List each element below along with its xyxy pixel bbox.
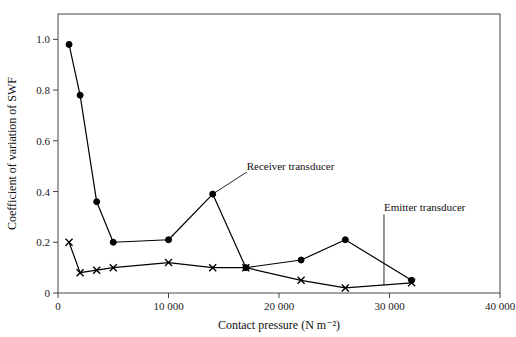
chart: 0 10 000 20 000 30 000 40 000 0 0.2 0.4 0.6 0.8 1.… [0,0,516,337]
y-tick-label: 0.6 [36,135,50,147]
y-tick-label: 0.2 [36,236,50,248]
annotation-line [383,214,384,285]
data-point [342,237,348,243]
data-point [242,264,249,271]
data-point [166,237,172,243]
y-tick [53,293,58,294]
data-point [77,92,83,98]
x-tick [58,293,59,298]
y-tick-label: 0 [45,287,51,299]
y-tick-label: 1.0 [36,33,50,45]
y-tick-label: 0.8 [36,84,50,96]
annotation-line [213,172,247,194]
x-axis-label: Contact pressure (N m⁻²) [218,318,340,332]
data-point [209,264,216,271]
y-tick [53,191,58,192]
x-tick [168,293,169,298]
data-layer [66,41,416,291]
data-point [66,41,72,47]
data-point [66,239,73,246]
data-point [110,264,117,271]
x-tick-label: 30 000 [374,300,405,312]
data-point [94,199,100,205]
x-tick [389,293,390,298]
y-tick-label: 0.4 [36,186,50,198]
y-tick [53,39,58,40]
x-tick-label: 40 000 [485,300,516,312]
data-point [298,277,305,284]
y-axis-label: Coefficient of variation of SWF [5,77,19,230]
data-point [342,284,349,291]
data-point [110,239,116,245]
series-line [69,44,412,280]
background [0,0,516,337]
x-tick [500,293,501,298]
y-tick [53,242,58,243]
x-tick-label: 10 000 [153,300,184,312]
annotation: Emitter transducer [384,201,466,213]
x-tick [279,293,280,298]
annotation: Receiver transducer [247,160,335,172]
data-point [93,267,100,274]
plot-frame [58,14,500,293]
data-point [298,257,304,263]
y-tick [53,140,58,141]
data-point [165,259,172,266]
x-tick-label: 0 [55,300,61,312]
series-line [69,242,412,288]
y-tick [53,90,58,91]
data-point [408,279,415,286]
data-point [77,269,84,276]
x-tick-label: 20 000 [264,300,295,312]
